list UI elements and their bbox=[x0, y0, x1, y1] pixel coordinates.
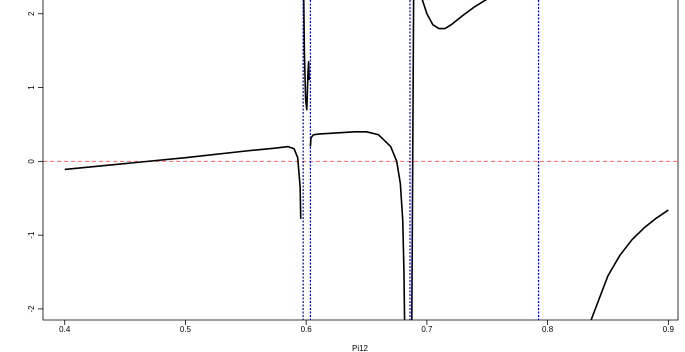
curves-layer bbox=[43, 0, 678, 320]
curve-segment-5 bbox=[421, 0, 488, 30]
x-axis-label: Pi12 bbox=[352, 344, 369, 352]
x-tick-label: 0.5 bbox=[180, 325, 192, 334]
curve-segment-1 bbox=[64, 145, 302, 219]
curve-segment-6 bbox=[590, 209, 669, 320]
curve-segment-3 bbox=[309, 131, 406, 320]
y-tick-label: 1 bbox=[27, 85, 36, 90]
x-tick-label: 0.8 bbox=[542, 325, 554, 334]
axes-layer: 0.4 0.5 0.6 0.7 0.8 0.9 -2 -1 0 1 2 bbox=[27, 0, 679, 334]
x-tick-label: 0.6 bbox=[301, 325, 313, 334]
curve-segment-2 bbox=[302, 0, 310, 111]
y-tick-label: 2 bbox=[27, 11, 36, 16]
y-tick-label: -1 bbox=[27, 231, 36, 239]
curve-segment-4 bbox=[411, 0, 415, 320]
x-tick-label: 0.4 bbox=[59, 325, 71, 334]
x-tick-label: 0.9 bbox=[663, 325, 675, 334]
plot-frame bbox=[42, 0, 679, 321]
y-tick-label: 0 bbox=[27, 159, 36, 164]
x-tick-label: 0.7 bbox=[421, 325, 433, 334]
y-tick-label: -2 bbox=[27, 305, 36, 313]
